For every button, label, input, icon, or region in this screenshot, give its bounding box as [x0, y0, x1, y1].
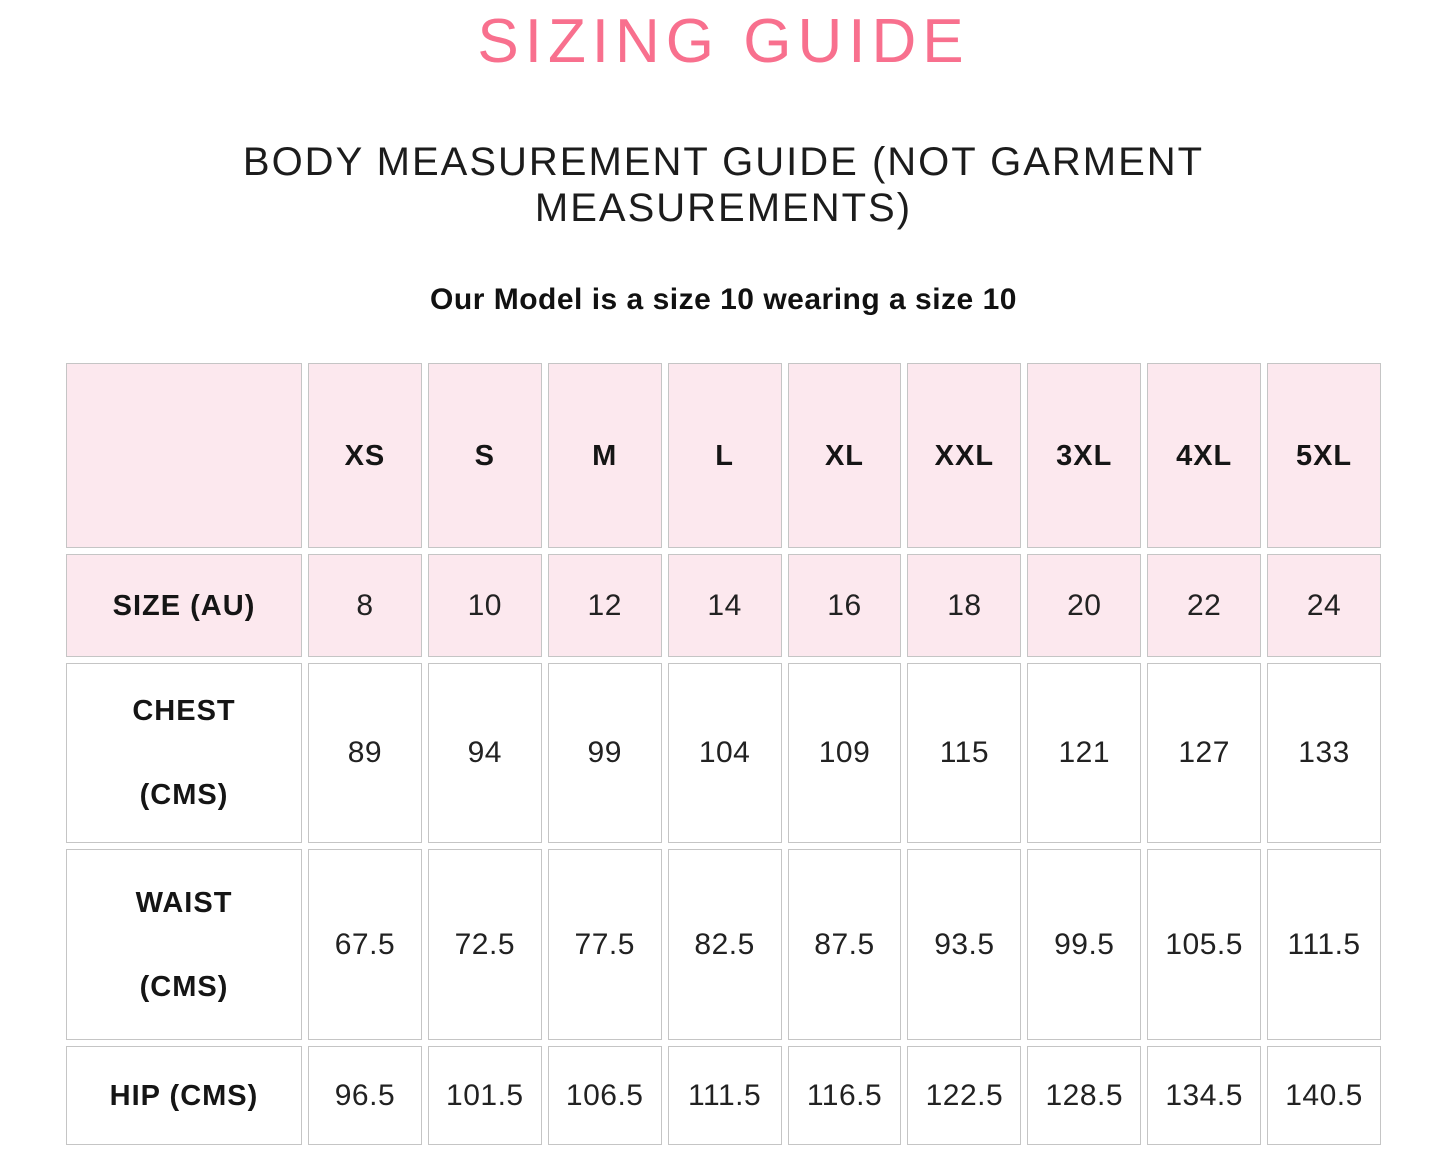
cell-waist-cms-xs: 67.5 — [308, 849, 422, 1041]
cell-size-au-xl: 16 — [787, 554, 902, 658]
size-column-header-4xl: 4XL — [1147, 363, 1262, 549]
cell-hip-cms-l: 111.5 — [667, 1046, 782, 1146]
cell-chest-cms-m: 99 — [547, 663, 662, 844]
cell-chest-cms-4xl: 127 — [1147, 663, 1262, 844]
size-column-header-3xl: 3XL — [1027, 363, 1142, 549]
cell-hip-cms-3xl: 128.5 — [1027, 1046, 1142, 1146]
cell-waist-cms-l: 82.5 — [667, 849, 782, 1041]
cell-waist-cms-5xl: 111.5 — [1267, 849, 1381, 1041]
size-column-header-l: L — [667, 363, 782, 549]
cell-size-au-5xl: 24 — [1267, 554, 1381, 658]
table-corner-cell — [66, 363, 302, 549]
cell-waist-cms-s: 72.5 — [427, 849, 542, 1041]
cell-hip-cms-5xl: 140.5 — [1267, 1046, 1381, 1146]
cell-chest-cms-l: 104 — [667, 663, 782, 844]
cell-hip-cms-s: 101.5 — [427, 1046, 542, 1146]
row-label-hip-cms: HIP (CMS) — [66, 1046, 302, 1146]
cell-hip-cms-xxl: 122.5 — [907, 1046, 1022, 1146]
cell-size-au-4xl: 22 — [1147, 554, 1262, 658]
size-column-header-xl: XL — [787, 363, 902, 549]
model-size-note: Our Model is a size 10 wearing a size 10 — [430, 283, 1017, 317]
cell-waist-cms-xl: 87.5 — [787, 849, 902, 1041]
cell-waist-cms-m: 77.5 — [547, 849, 662, 1041]
cell-hip-cms-m: 106.5 — [547, 1046, 662, 1146]
size-table: XS S M L XL XXL 3XL 4XL 5XL SIZE (AU) 8 10 12 14 16 18 2… — [66, 363, 1381, 1146]
cell-hip-cms-4xl: 134.5 — [1147, 1046, 1262, 1146]
cell-chest-cms-s: 94 — [427, 663, 542, 844]
size-column-header-s: S — [427, 363, 542, 549]
cell-waist-cms-4xl: 105.5 — [1147, 849, 1262, 1041]
cell-chest-cms-xxl: 115 — [907, 663, 1022, 844]
row-label-chest-cms: CHEST (CMS) — [66, 663, 302, 844]
cell-chest-cms-xs: 89 — [308, 663, 422, 844]
page-title: SIZING GUIDE — [477, 7, 970, 76]
cell-waist-cms-3xl: 99.5 — [1027, 849, 1142, 1041]
cell-size-au-xxl: 18 — [907, 554, 1022, 658]
cell-waist-cms-xxl: 93.5 — [907, 849, 1022, 1041]
cell-size-au-3xl: 20 — [1027, 554, 1142, 658]
row-label-size-au: SIZE (AU) — [66, 554, 302, 658]
size-column-header-xs: XS — [308, 363, 422, 549]
row-label-waist-cms: WAIST (CMS) — [66, 849, 302, 1041]
cell-size-au-l: 14 — [667, 554, 782, 658]
size-column-header-5xl: 5XL — [1267, 363, 1381, 549]
cell-size-au-s: 10 — [427, 554, 542, 658]
cell-chest-cms-5xl: 133 — [1267, 663, 1381, 844]
cell-size-au-xs: 8 — [308, 554, 422, 658]
cell-size-au-m: 12 — [547, 554, 662, 658]
cell-hip-cms-xs: 96.5 — [308, 1046, 422, 1146]
body-measurement-subtitle: BODY MEASUREMENT GUIDE (NOT GARMENT MEAS… — [242, 140, 1205, 231]
cell-chest-cms-xl: 109 — [787, 663, 902, 844]
size-column-header-m: M — [547, 363, 662, 549]
cell-chest-cms-3xl: 121 — [1027, 663, 1142, 844]
cell-hip-cms-xl: 116.5 — [787, 1046, 902, 1146]
size-column-header-xxl: XXL — [907, 363, 1022, 549]
content-area: SIZING GUIDE BODY MEASUREMENT GUIDE (NOT… — [66, 0, 1381, 1146]
